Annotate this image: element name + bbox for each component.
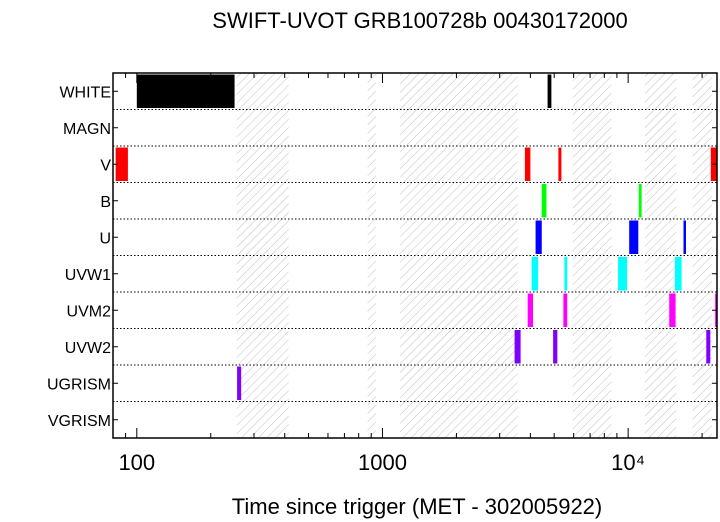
- exposure-bar-white: [547, 74, 552, 108]
- exposure-bar-v: [115, 147, 128, 181]
- filter-label: UVM2: [67, 303, 112, 320]
- x-tick-label: 10⁴: [611, 450, 645, 475]
- filter-label: WHITE: [59, 84, 111, 101]
- exposure-bar-uvw1: [564, 257, 568, 291]
- x-tick-label: 100: [118, 450, 155, 475]
- exposure-bar-uvw2: [706, 330, 711, 364]
- filter-label: U: [99, 230, 111, 247]
- exposure-bar-uvw2: [514, 330, 521, 364]
- exposure-bar-uvm2: [563, 293, 568, 327]
- gap-region: [644, 73, 677, 438]
- filter-label: B: [100, 194, 111, 211]
- exposure-bar-u: [629, 220, 639, 254]
- exposure-bar-uvm2: [527, 293, 534, 327]
- gap-region: [236, 73, 289, 438]
- ticks-layer: 100 1000 10⁴: [112, 73, 717, 475]
- exposure-bar-uvw2: [553, 330, 558, 364]
- chart-title: SWIFT-UVOT GRB100728b 00430172000: [212, 8, 627, 33]
- exposure-bar-uvm2: [669, 293, 676, 327]
- exposure-bar-u: [683, 220, 686, 254]
- filter-label: V: [100, 157, 111, 174]
- plot-frame: [112, 72, 718, 439]
- exposure-bar-uvw1: [674, 257, 682, 291]
- filter-label: MAGN: [63, 121, 111, 138]
- exposure-bar-u: [535, 220, 542, 254]
- rows-layer: WHITE MAGN V B U UVW1 UVM2 UVW2 UGRISM VGRISM: [47, 84, 717, 430]
- filter-label: VGRISM: [48, 413, 111, 430]
- exposure-bar-white: [136, 74, 235, 108]
- exposure-bar-v: [524, 147, 531, 181]
- exposure-bar-ugrism: [237, 366, 242, 400]
- x-axis-label: Time since trigger (MET - 302005922): [232, 494, 603, 519]
- filter-label: UVW1: [65, 267, 111, 284]
- exposure-bar-b: [541, 184, 547, 218]
- exposure-bar-b: [638, 184, 642, 218]
- exposure-bar-uvw1: [531, 257, 539, 291]
- exposure-bar-v: [558, 147, 562, 181]
- exposure-bar-uvw1: [618, 257, 628, 291]
- filter-label: UVW2: [65, 340, 111, 357]
- filter-label: UGRISM: [47, 376, 111, 393]
- x-tick-label: 1000: [358, 450, 407, 475]
- gap-region: [367, 73, 376, 438]
